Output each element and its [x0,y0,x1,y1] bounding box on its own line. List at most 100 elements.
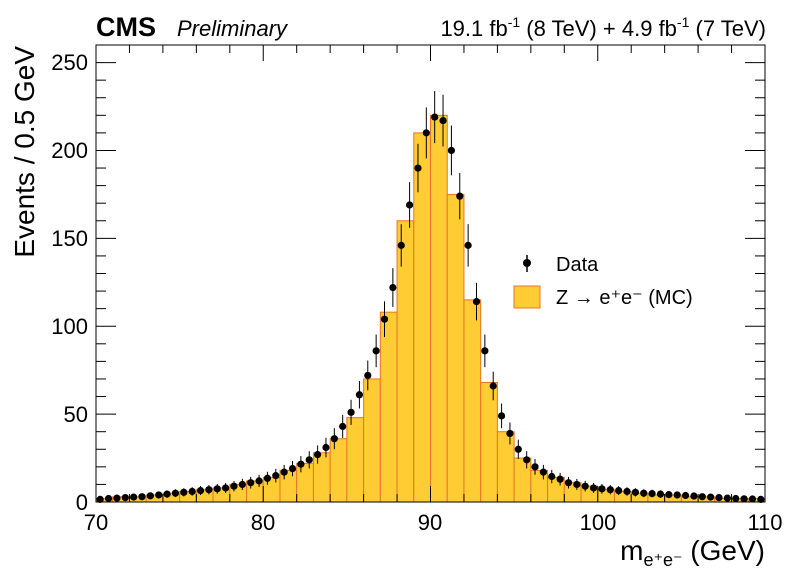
data-point-marker [238,480,246,489]
data-point-marker [196,486,205,495]
mc-bin-bar [513,457,532,503]
data-point-marker [581,482,589,490]
data-point-marker [205,486,213,494]
data-point-marker [690,492,698,500]
x-axis-title-main: m [620,535,643,566]
data-point-marker [405,201,414,209]
data-point-marker [247,479,255,487]
data-point-marker [598,485,606,493]
lumi-8tev-energy: (8 TeV) + 4.9 fb [520,16,677,41]
data-point-marker [548,472,556,481]
y-tick-label-200: 200 [51,138,88,163]
data-point-marker [322,443,330,452]
data-point-marker [589,484,598,492]
data-point-marker [330,435,338,443]
y-tick-label-250: 250 [51,50,88,75]
x-axis-title-subscript: e⁺e⁻ [644,550,683,570]
mc-bin-bar [496,431,515,503]
data-point-marker [489,382,497,390]
data-point-marker [138,493,146,501]
data-point-marker [255,477,263,485]
data-point-marker [648,489,656,498]
data-point-marker [272,472,280,480]
data-point-marker [481,347,489,355]
legend-data-label: Data [556,254,599,276]
data-point-marker [456,192,464,200]
data-point-marker [447,146,456,155]
mc-bin-bar [363,378,381,503]
data-point-marker [364,371,372,380]
legend-data-marker [523,259,531,267]
data-point-marker [130,493,138,501]
data-point-marker [339,422,347,431]
data-point-marker [757,495,765,503]
mc-bin-bar [379,311,398,503]
data-point-marker [230,482,238,490]
mc-bin-bar [346,417,365,503]
data-point-marker [113,494,121,502]
mc-bin-bar [480,381,498,503]
status-label: Preliminary [177,16,289,41]
data-point-marker [297,460,305,468]
mc-histogram [95,114,766,503]
data-point-marker [497,412,506,420]
y-axis-title: Events / 0.5 GeV [9,46,40,258]
data-point-marker [665,491,673,499]
data-point-marker [146,492,154,500]
data-point-marker [422,129,430,137]
data-point-marker [514,445,522,453]
legend-mc-label: Z → e⁺e⁻ (MC) [556,287,693,309]
data-point-marker [104,494,113,503]
data-point-marker [615,486,623,495]
data-point-marker [523,456,531,464]
data-point-marker [372,347,380,355]
mc-bin-bar [312,452,331,503]
mc-bin-bar [413,132,431,503]
data-point-marker [531,463,539,471]
mc-bin-bar [329,438,348,503]
data-point-marker [564,479,573,487]
y-tick-label-150: 150 [51,226,88,251]
data-point-marker [280,468,288,476]
data-point-marker [347,408,355,416]
y-tick-label-100: 100 [51,314,88,339]
data-point-marker [715,494,723,502]
x-tick-label-100: 100 [580,510,617,535]
luminosity-label: 19.1 fb-1 (8 TeV) + 4.9 fb-1 (7 TeV) [440,14,766,41]
x-tick-label-70: 70 [84,510,108,535]
data-point-marker [439,116,447,125]
data-point-marker [681,491,690,500]
data-point-marker [606,486,614,494]
data-point-marker [96,495,104,503]
data-point-marker [171,489,180,497]
x-axis-title: me⁺e⁻ (GeV) [620,535,765,570]
data-point-marker [472,298,481,306]
data-point-marker [707,493,715,501]
data-point-marker [539,468,547,476]
y-tick-label-0: 0 [76,490,88,515]
x-tick-label-80: 80 [251,510,275,535]
data-point-marker [631,488,639,496]
data-point-marker [732,494,740,503]
x-tick-label-90: 90 [418,510,442,535]
mc-bin-bar [296,462,314,503]
mc-bin-bar [396,220,415,503]
data-point-marker [163,490,171,498]
axis-ticks [95,44,766,503]
data-point-marker [698,493,706,501]
data-point-marker [263,474,272,482]
data-point-marker [414,164,422,172]
mc-bin-bar [463,299,482,503]
x-axis-title-unit: (GeV) [683,535,765,566]
data-points [96,91,765,503]
data-point-marker [673,491,681,499]
mc-bin-bar [430,114,448,503]
legend: Data Z → e⁺e⁻ (MC) [513,254,693,309]
data-point-marker [155,491,163,499]
data-point-marker [740,495,748,503]
lumi-7tev-exponent: -1 [677,14,690,30]
lumi-7tev-energy: (7 TeV) [689,16,766,41]
data-point-marker [464,241,472,249]
